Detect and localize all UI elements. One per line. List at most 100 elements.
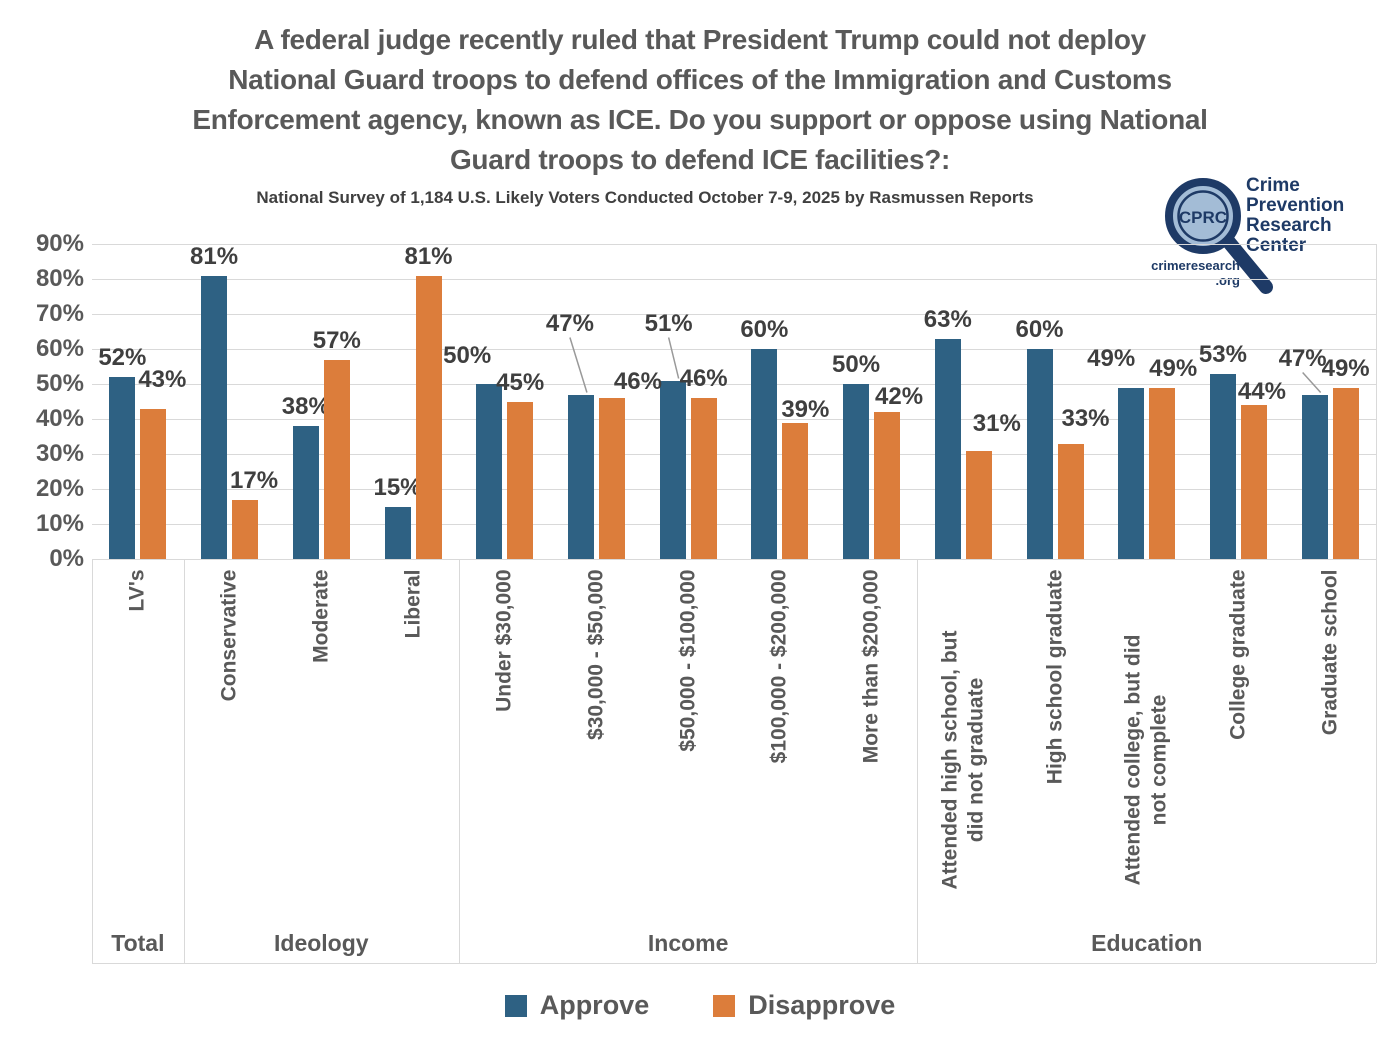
value-label-disapprove-1: 17% bbox=[230, 466, 279, 494]
category-label-0: LV's bbox=[125, 569, 149, 611]
bar-disapprove-10 bbox=[1057, 443, 1084, 559]
logo-acronym: CPRC bbox=[1179, 208, 1227, 227]
group-separator bbox=[459, 559, 460, 963]
gridline bbox=[92, 279, 1376, 280]
value-label-approve-3: 15% bbox=[373, 473, 422, 501]
value-label-disapprove-6: 46% bbox=[679, 365, 728, 392]
category-label-9: Attended high school, but did not graduat… bbox=[938, 630, 988, 889]
value-label-approve-6: 51% bbox=[644, 309, 693, 337]
bar-disapprove-11 bbox=[1149, 387, 1176, 559]
bar-disapprove-1 bbox=[232, 499, 259, 559]
bar-approve-4 bbox=[476, 384, 503, 559]
bar-approve-0 bbox=[109, 377, 136, 559]
gridline bbox=[92, 524, 1376, 525]
value-label-approve-10: 60% bbox=[1015, 316, 1064, 343]
bar-approve-11 bbox=[1118, 387, 1145, 559]
value-label-disapprove-8: 42% bbox=[875, 383, 924, 410]
value-label-approve-8: 50% bbox=[832, 351, 881, 378]
title-line-1: A federal judge recently ruled that Pres… bbox=[254, 24, 1146, 55]
value-label-disapprove-4: 45% bbox=[496, 368, 545, 396]
bar-approve-7 bbox=[751, 349, 778, 559]
value-label-approve-1: 81% bbox=[190, 242, 239, 270]
logo-org-line-2: .org bbox=[1215, 273, 1240, 288]
category-label-5: $30,000 - $50,000 bbox=[584, 569, 608, 740]
legend: Approve Disapprove bbox=[0, 990, 1400, 1021]
value-label-approve-2: 38% bbox=[281, 393, 330, 420]
group-label-education: Education bbox=[1091, 930, 1203, 956]
category-label-1: Conservative bbox=[217, 569, 241, 701]
bar-approve-12 bbox=[1209, 373, 1236, 559]
y-axis-tick-label: 70% bbox=[35, 300, 84, 327]
value-label-disapprove-7: 39% bbox=[781, 395, 830, 423]
y-axis-tick-label: 40% bbox=[35, 405, 84, 432]
gridline bbox=[92, 314, 1376, 315]
cprc-logo: CPRC Crime Prevention Research Center cr… bbox=[1148, 164, 1358, 304]
bar-approve-2 bbox=[292, 426, 319, 559]
y-axis-tick-label: 90% bbox=[35, 230, 84, 257]
y-axis-tick-label: 60% bbox=[35, 335, 84, 362]
value-label-approve-0: 52% bbox=[98, 344, 147, 371]
group-label-ideology: Ideology bbox=[274, 930, 369, 956]
chart-title: A federal judge recently ruled that Pres… bbox=[40, 20, 1360, 180]
bar-approve-1 bbox=[201, 275, 228, 559]
group-separator bbox=[1376, 559, 1377, 963]
y-axis-tick-label: 10% bbox=[35, 510, 84, 537]
bar-disapprove-2 bbox=[323, 359, 350, 559]
y-axis-tick-label: 80% bbox=[35, 265, 84, 292]
title-line-2: National Guard troops to defend offices … bbox=[228, 64, 1172, 95]
magnifier-icon: CPRC Crime Prevention Research Center cr… bbox=[1151, 175, 1344, 294]
value-label-disapprove-2: 57% bbox=[312, 326, 361, 354]
y-axis-tick-label: 30% bbox=[35, 440, 84, 467]
legend-swatch-disapprove bbox=[713, 994, 736, 1017]
category-label-11: Attended college, but did not complete bbox=[1121, 634, 1171, 885]
category-label-6: $50,000 - $100,000 bbox=[676, 569, 700, 752]
category-table-left-border bbox=[92, 559, 93, 963]
bar-approve-8 bbox=[843, 384, 870, 559]
title-line-4: Guard troops to defend ICE facilities?: bbox=[449, 144, 951, 175]
category-label-8: More than $200,000 bbox=[859, 569, 883, 763]
gridline bbox=[92, 384, 1376, 385]
chart-subtitle: National Survey of 1,184 U.S. Likely Vot… bbox=[256, 188, 1034, 207]
logo-name-line-4: Center bbox=[1246, 235, 1307, 256]
y-axis-tick-label: 20% bbox=[35, 475, 84, 502]
value-label-approve-4: 50% bbox=[443, 342, 492, 369]
category-label-7: $100,000 - $200,000 bbox=[767, 569, 791, 763]
bar-approve-3 bbox=[384, 506, 411, 559]
value-label-approve-7: 60% bbox=[740, 316, 789, 343]
legend-label-approve: Approve bbox=[539, 990, 650, 1020]
gridline bbox=[92, 559, 1376, 560]
value-label-approve-11: 49% bbox=[1087, 344, 1136, 372]
bar-disapprove-13 bbox=[1332, 387, 1359, 559]
legend-swatch-approve bbox=[504, 994, 527, 1017]
value-label-disapprove-10: 33% bbox=[1061, 404, 1110, 432]
group-label-total: Total bbox=[111, 930, 165, 956]
value-label-approve-9: 63% bbox=[923, 305, 972, 333]
bar-approve-9 bbox=[934, 338, 961, 559]
value-label-approve-12: 53% bbox=[1198, 340, 1247, 368]
legend-label-disapprove: Disapprove bbox=[748, 990, 896, 1020]
logo-org-line-1: crimeresearch bbox=[1151, 258, 1240, 273]
value-label-disapprove-3: 81% bbox=[404, 242, 453, 270]
category-label-12: College graduate bbox=[1226, 569, 1250, 740]
group-label-income: Income bbox=[647, 930, 729, 956]
category-table-bottom-border bbox=[92, 963, 1376, 964]
gridline bbox=[92, 454, 1376, 455]
bar-disapprove-6 bbox=[690, 398, 717, 559]
gridline bbox=[92, 349, 1376, 350]
category-label-13: Graduate school bbox=[1318, 569, 1342, 735]
bar-approve-13 bbox=[1301, 394, 1328, 559]
gridline bbox=[92, 489, 1376, 490]
group-separator bbox=[184, 559, 185, 963]
bar-approve-6 bbox=[659, 380, 686, 559]
magnifier-inner-ring bbox=[1177, 190, 1229, 242]
value-label-disapprove-5: 46% bbox=[613, 368, 662, 395]
value-label-approve-5: 47% bbox=[545, 309, 594, 337]
value-label-disapprove-0: 43% bbox=[138, 365, 187, 393]
bar-disapprove-5 bbox=[598, 398, 625, 559]
legend-item-approve: Approve bbox=[504, 990, 650, 1021]
bar-disapprove-12 bbox=[1240, 405, 1267, 559]
logo-name-line-2: Prevention bbox=[1246, 195, 1344, 216]
y-axis-tick-label: 0% bbox=[49, 545, 84, 572]
